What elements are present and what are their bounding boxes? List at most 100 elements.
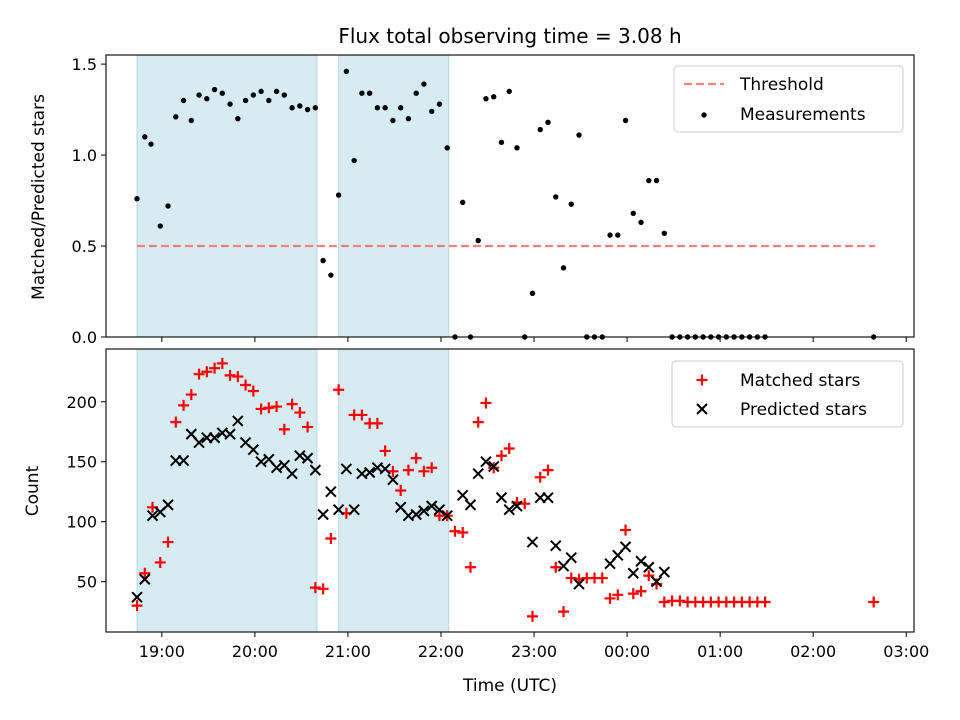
- ratio-panel: 0.0 0.5 1.0 1.5 Threshold Measurements: [72, 54, 915, 347]
- predicted-star-point: [301, 452, 314, 464]
- matched-star-point: [495, 450, 507, 462]
- measurement-point: [553, 194, 559, 200]
- measurement-point: [483, 95, 489, 102]
- matched-star-point: [410, 452, 422, 464]
- measurement-point: [646, 177, 652, 184]
- predicted-star-point: [472, 468, 484, 480]
- measurement-point: [289, 105, 295, 111]
- matched-star-point: [402, 464, 414, 476]
- measurement-point: [615, 232, 621, 238]
- predicted-star-point: [270, 462, 283, 474]
- predicted-star-point: [131, 591, 143, 603]
- measurement-point: [312, 105, 319, 111]
- predicted-star-point: [573, 578, 585, 590]
- predicted-star-point: [387, 474, 399, 486]
- y-tick-label: 100: [66, 513, 97, 532]
- measurement-point: [498, 139, 505, 146]
- matched-star-point: [627, 588, 639, 600]
- matched-star-point: [131, 600, 143, 612]
- legend-box: [673, 65, 904, 133]
- matched-star-point: [178, 399, 190, 411]
- predicted-star-point: [177, 454, 190, 467]
- measurement-point: [328, 272, 334, 278]
- figure-title: Flux total observing time = 3.08 h: [338, 24, 681, 48]
- measurement-point: [157, 223, 163, 229]
- measurement-point: [242, 97, 249, 104]
- predicted-star-point: [286, 468, 298, 480]
- matched-star-point: [868, 596, 880, 608]
- legend-matched-swatch: [696, 374, 708, 386]
- legend-measurements-swatch: [701, 112, 707, 118]
- measurement-point: [304, 106, 311, 113]
- matched-star-point: [643, 570, 655, 582]
- measurement-point: [366, 90, 373, 96]
- legend-predicted-label: Predicted stars: [740, 400, 867, 420]
- measurement-point: [390, 117, 396, 124]
- matched-star-point: [558, 606, 570, 618]
- matched-star-point: [139, 567, 151, 579]
- matched-star-point: [263, 402, 275, 414]
- legend-ratio: Threshold Measurements: [673, 65, 904, 133]
- legend-box: [671, 360, 904, 428]
- matched-star-point: [371, 417, 383, 429]
- predicted-star-point: [480, 456, 492, 468]
- matched-star-point: [193, 368, 205, 380]
- matched-star-point: [464, 561, 476, 573]
- matched-star-point: [379, 445, 391, 457]
- measurement-point: [529, 290, 536, 297]
- legend-threshold-label: Threshold: [739, 75, 824, 95]
- predicted-star-point: [425, 500, 438, 512]
- shaded-interval: [136, 348, 318, 633]
- y-axis-label-ratio: Matched/Predicted stars: [29, 94, 49, 300]
- matched-star-point: [170, 416, 182, 428]
- predicted-star-point: [433, 503, 446, 516]
- measurement-point: [258, 88, 264, 95]
- axes-frame: [105, 54, 915, 338]
- measurement-point: [568, 201, 574, 207]
- measurement-point: [459, 199, 466, 206]
- measurement-point: [560, 265, 567, 271]
- y-tick-label: 1.0: [72, 146, 97, 165]
- x-tick-label: 21:00: [325, 642, 371, 661]
- measurement-point: [343, 68, 350, 75]
- matched-star-point: [759, 596, 771, 608]
- predicted-star-point: [224, 428, 236, 440]
- matched-star-point: [185, 389, 197, 401]
- measurement-point: [320, 257, 326, 264]
- matched-star-point: [395, 485, 407, 496]
- axes-frame: [105, 348, 915, 633]
- measurement-point: [148, 141, 154, 147]
- matched-star-point: [309, 582, 321, 594]
- matched-star-point: [294, 407, 306, 419]
- measurement-point: [638, 219, 644, 226]
- measurement-point: [180, 97, 187, 104]
- measurement-point: [142, 134, 148, 140]
- predicted-star-point: [464, 499, 477, 511]
- measurement-point: [397, 105, 404, 111]
- matched-star-point: [550, 561, 562, 573]
- measurement-point: [351, 157, 357, 164]
- measurement-point: [211, 86, 218, 93]
- measurement-point: [227, 101, 233, 107]
- legend-matched-label: Matched stars: [740, 371, 860, 391]
- y-axis-label-count: Count: [23, 465, 43, 516]
- measurement-point: [444, 145, 450, 151]
- shaded-interval: [338, 348, 450, 633]
- measurement-point: [506, 88, 512, 95]
- predicted-star-point: [565, 551, 577, 564]
- predicted-star-point: [146, 509, 159, 522]
- measurement-point: [266, 97, 272, 104]
- measurement-point: [576, 132, 582, 138]
- measurement-point: [204, 95, 210, 102]
- measurement-point: [374, 105, 381, 111]
- x-tick-label: 01:00: [697, 642, 743, 661]
- measurement-point: [250, 92, 257, 98]
- measurement-point: [297, 103, 303, 109]
- matched-star-point: [620, 524, 632, 536]
- predicted-star-point: [193, 436, 205, 449]
- predicted-star-point: [627, 567, 640, 579]
- y-tick-label: 1.5: [72, 55, 97, 74]
- predicted-star-point: [255, 456, 267, 468]
- x-tick-label: 22:00: [418, 642, 464, 661]
